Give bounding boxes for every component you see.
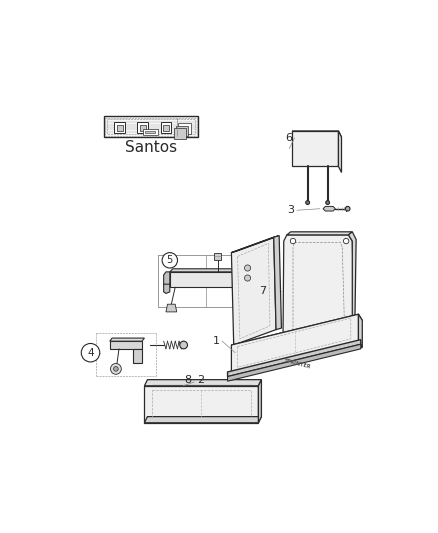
Circle shape	[180, 341, 187, 349]
Circle shape	[110, 364, 121, 374]
Polygon shape	[214, 253, 221, 260]
Circle shape	[162, 253, 177, 268]
Circle shape	[290, 238, 296, 244]
Polygon shape	[231, 314, 362, 351]
Polygon shape	[143, 130, 158, 135]
Polygon shape	[164, 284, 170, 294]
Polygon shape	[145, 386, 258, 423]
Text: 4: 4	[87, 348, 94, 358]
Text: 6: 6	[285, 133, 292, 143]
Polygon shape	[231, 341, 362, 378]
Polygon shape	[166, 304, 177, 312]
Polygon shape	[163, 125, 169, 131]
Polygon shape	[283, 235, 355, 341]
Circle shape	[244, 265, 251, 271]
Polygon shape	[231, 237, 276, 345]
Polygon shape	[133, 349, 142, 363]
Text: Santos: Santos	[125, 140, 177, 156]
Circle shape	[326, 200, 329, 205]
Text: 2: 2	[197, 375, 204, 385]
Polygon shape	[110, 338, 145, 341]
Polygon shape	[110, 341, 142, 349]
Circle shape	[113, 367, 118, 371]
Polygon shape	[274, 236, 282, 329]
Polygon shape	[258, 379, 261, 423]
Polygon shape	[228, 344, 361, 381]
Text: 7: 7	[259, 286, 266, 296]
Polygon shape	[170, 272, 233, 287]
Circle shape	[81, 343, 100, 362]
Polygon shape	[140, 125, 146, 131]
Text: SPRINTER: SPRINTER	[283, 359, 311, 370]
Polygon shape	[145, 131, 155, 133]
Text: 1: 1	[212, 336, 219, 346]
Polygon shape	[292, 131, 339, 166]
Polygon shape	[145, 379, 261, 386]
Polygon shape	[339, 131, 342, 173]
Polygon shape	[178, 123, 191, 134]
Circle shape	[306, 200, 310, 205]
Polygon shape	[117, 125, 123, 131]
Polygon shape	[233, 269, 236, 287]
Polygon shape	[228, 340, 361, 377]
Polygon shape	[145, 417, 261, 423]
Polygon shape	[138, 123, 148, 133]
Polygon shape	[349, 232, 356, 341]
Polygon shape	[231, 236, 279, 253]
Polygon shape	[287, 232, 352, 235]
Polygon shape	[103, 116, 198, 137]
Text: 8: 8	[185, 375, 192, 385]
Polygon shape	[170, 269, 236, 272]
Polygon shape	[323, 206, 336, 211]
Polygon shape	[358, 314, 362, 348]
Polygon shape	[114, 123, 125, 133]
Text: 3: 3	[287, 205, 294, 215]
Polygon shape	[176, 126, 188, 136]
Circle shape	[343, 238, 349, 244]
Polygon shape	[173, 128, 186, 139]
Polygon shape	[161, 123, 171, 133]
Circle shape	[346, 206, 350, 211]
Circle shape	[244, 275, 251, 281]
Polygon shape	[292, 131, 342, 137]
Polygon shape	[164, 272, 170, 287]
Polygon shape	[231, 314, 358, 372]
Text: 5: 5	[167, 255, 173, 265]
